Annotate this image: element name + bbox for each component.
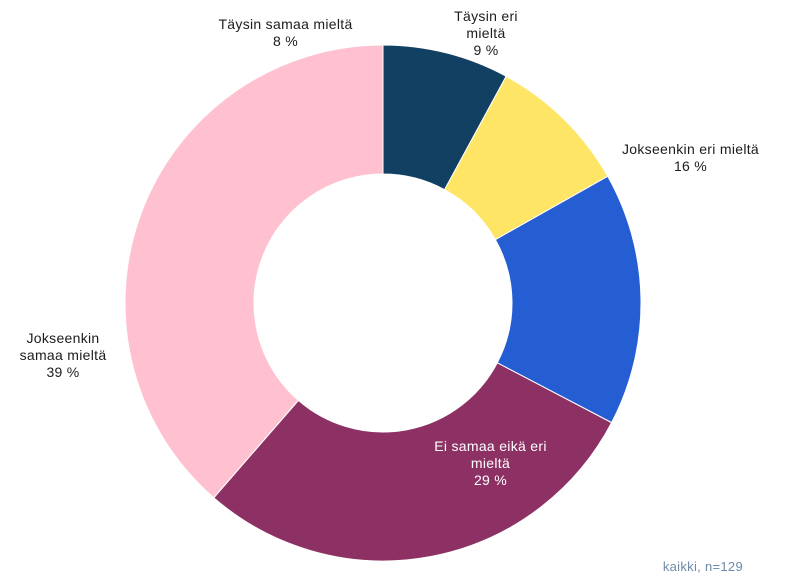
label-taysin-samaa-mielta: Täysin samaa mieltä 8 % — [213, 16, 358, 50]
label-taysin-samaa-mielta-value: 8 % — [272, 33, 299, 49]
label-ei-samaa-eika-eri-mielta: Ei samaa eikä eri mieltä 29 % — [408, 438, 573, 489]
label-jokseenkin-samaa-mielta-name-2: samaa mieltä — [19, 347, 107, 363]
footnote: kaikki, n=129 — [662, 559, 743, 574]
label-ei-samaa-eika-eri-mielta-value: 29 % — [473, 472, 508, 488]
slice-ei-samaa-eika-eri-mielta — [213, 362, 613, 562]
label-taysin-eri-mielta-name-1: Täysin eri — [454, 8, 518, 24]
slice-jokseenkin-eri-mielta — [494, 175, 642, 424]
label-ei-samaa-eika-eri-mielta-name-2: mieltä — [470, 455, 511, 471]
slice-jokseenkin-samaa-mielta — [124, 44, 384, 499]
label-jokseenkin-samaa-mielta-name-1: Jokseenkin — [26, 330, 100, 346]
label-taysin-eri-mielta: Täysin eri mieltä 9 % — [438, 8, 534, 59]
label-jokseenkin-eri-mielta-value: 16 % — [673, 158, 708, 174]
label-taysin-eri-mielta-name-2: mieltä — [466, 25, 506, 41]
label-taysin-samaa-mielta-name: Täysin samaa mieltä — [218, 16, 353, 32]
label-jokseenkin-eri-mielta: Jokseenkin eri mieltä 16 % — [603, 141, 778, 175]
label-jokseenkin-eri-mielta-name: Jokseenkin eri mieltä — [621, 141, 760, 157]
label-ei-samaa-eika-eri-mielta-name-1: Ei samaa eikä eri — [434, 438, 547, 454]
label-jokseenkin-samaa-mielta-value: 39 % — [46, 364, 80, 380]
label-taysin-eri-mielta-value: 9 % — [473, 42, 499, 58]
label-jokseenkin-samaa-mielta: Jokseenkin samaa mieltä 39 % — [8, 330, 118, 381]
